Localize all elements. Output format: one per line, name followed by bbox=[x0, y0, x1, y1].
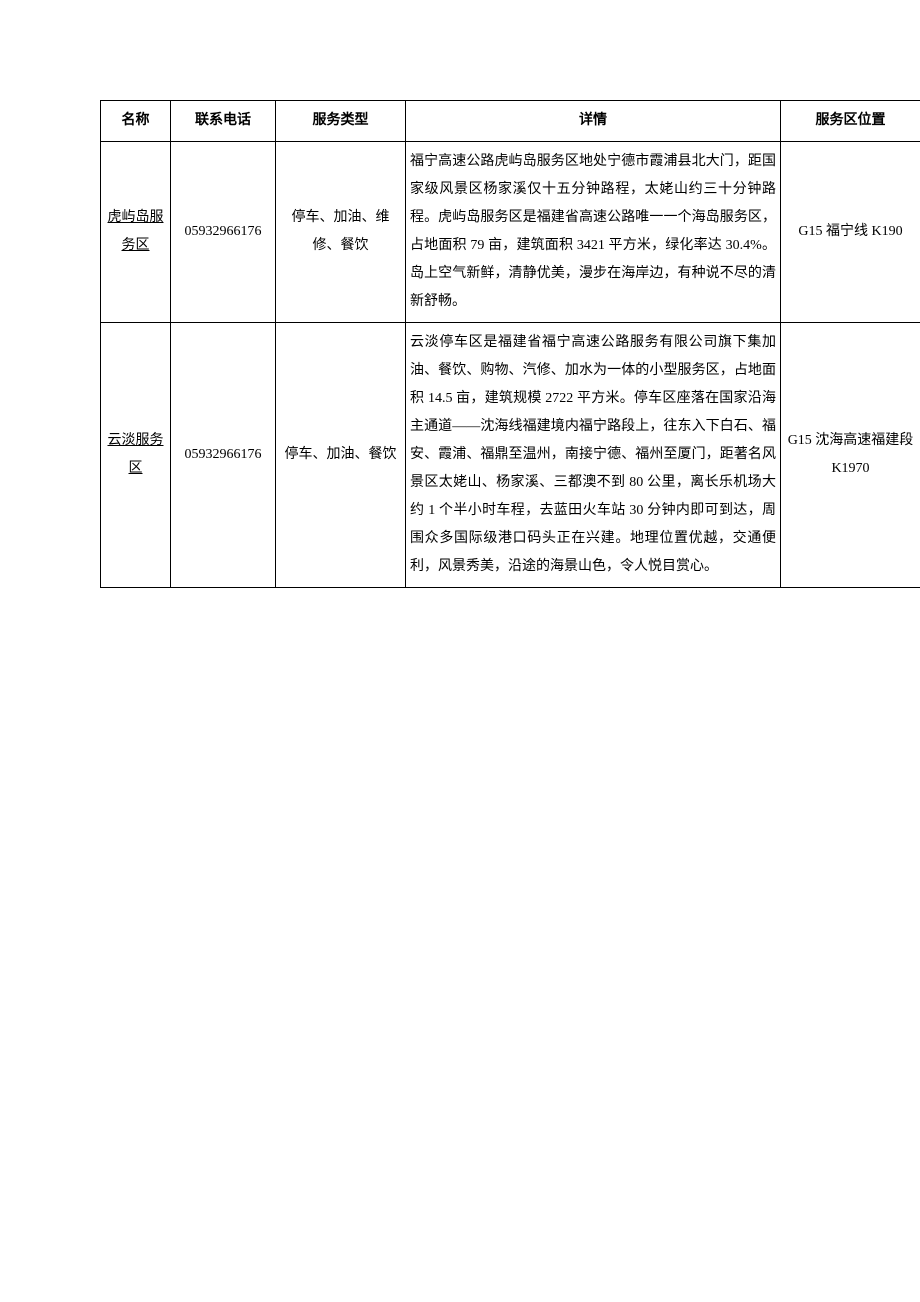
cell-name: 虎屿岛服务区 bbox=[101, 142, 171, 323]
header-name: 名称 bbox=[101, 101, 171, 142]
service-area-table-container: 名称 联系电话 服务类型 详情 服务区位置 虎屿岛服务区 05932966176… bbox=[100, 100, 920, 588]
cell-phone: 05932966176 bbox=[171, 323, 276, 588]
table-header-row: 名称 联系电话 服务类型 详情 服务区位置 bbox=[101, 101, 920, 142]
service-area-table: 名称 联系电话 服务类型 详情 服务区位置 虎屿岛服务区 05932966176… bbox=[100, 100, 920, 588]
header-type: 服务类型 bbox=[276, 101, 406, 142]
cell-type: 停车、加油、维修、餐饮 bbox=[276, 142, 406, 323]
header-location: 服务区位置 bbox=[781, 101, 920, 142]
header-phone: 联系电话 bbox=[171, 101, 276, 142]
service-area-link[interactable]: 云淡服务区 bbox=[108, 433, 164, 476]
cell-detail: 云淡停车区是福建省福宁高速公路服务有限公司旗下集加油、餐饮、购物、汽修、加水为一… bbox=[406, 323, 781, 588]
cell-detail: 福宁高速公路虎屿岛服务区地处宁德市霞浦县北大门，距国家级风景区杨家溪仅十五分钟路… bbox=[406, 142, 781, 323]
cell-location: G15 沈海高速福建段 K1970 bbox=[781, 323, 920, 588]
table-row: 云淡服务区 05932966176 停车、加油、餐饮 云淡停车区是福建省福宁高速… bbox=[101, 323, 920, 588]
cell-type: 停车、加油、餐饮 bbox=[276, 323, 406, 588]
service-area-link[interactable]: 虎屿岛服务区 bbox=[108, 210, 164, 253]
table-row: 虎屿岛服务区 05932966176 停车、加油、维修、餐饮 福宁高速公路虎屿岛… bbox=[101, 142, 920, 323]
header-detail: 详情 bbox=[406, 101, 781, 142]
cell-name: 云淡服务区 bbox=[101, 323, 171, 588]
cell-location: G15 福宁线 K190 bbox=[781, 142, 920, 323]
cell-phone: 05932966176 bbox=[171, 142, 276, 323]
